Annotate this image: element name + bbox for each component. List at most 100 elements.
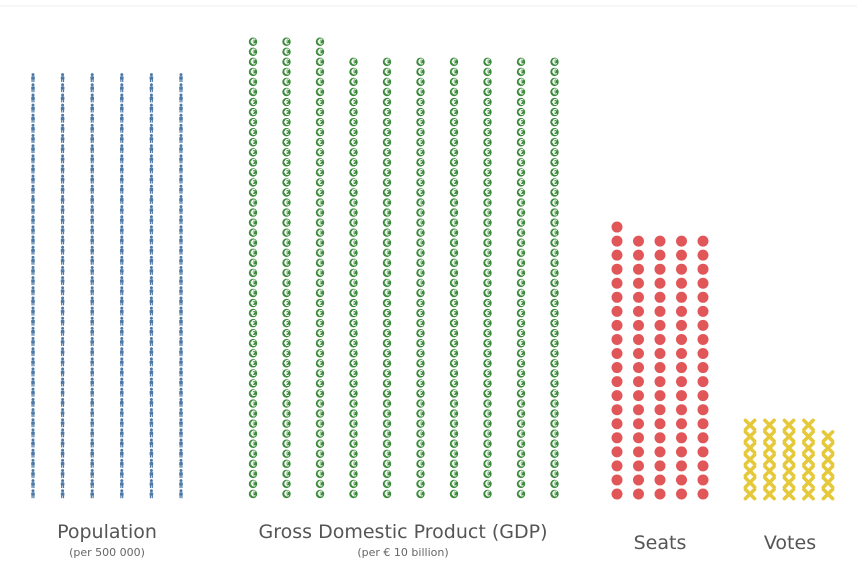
icon-column (120, 73, 124, 499)
svg-text:€: € (518, 359, 524, 368)
cross-icon (782, 441, 796, 455)
cross-icon (763, 464, 776, 478)
euro-icon: € (382, 249, 392, 258)
dot-icon (697, 277, 709, 289)
euro-icon: € (449, 480, 459, 489)
euro-icon: € (449, 399, 459, 408)
svg-text:€: € (384, 369, 390, 378)
euro-icon: € (315, 198, 325, 207)
euro-icon: € (416, 148, 425, 157)
svg-text:€: € (484, 450, 490, 459)
euro-icon: € (416, 118, 425, 127)
svg-text:€: € (384, 228, 390, 237)
person-icon (60, 134, 65, 143)
person-icon (90, 438, 94, 448)
person-icon (179, 479, 183, 489)
person-icon (31, 73, 35, 83)
svg-text:€: € (484, 309, 490, 318)
euro-icon: € (516, 128, 526, 137)
svg-text:€: € (384, 379, 390, 388)
cross-icon (802, 487, 815, 501)
euro-icon: € (315, 269, 325, 278)
svg-text:€: € (283, 98, 289, 107)
svg-text:€: € (250, 249, 256, 258)
dot-icon (654, 432, 666, 444)
svg-text:€: € (484, 419, 490, 428)
person-icon (149, 205, 154, 214)
person-icon (60, 306, 65, 316)
svg-text:€: € (384, 279, 390, 288)
person-icon (149, 164, 154, 174)
euro-icon: € (483, 138, 492, 147)
svg-text:€: € (384, 168, 390, 177)
svg-text:€: € (551, 339, 557, 348)
euro-icon: € (416, 249, 425, 258)
euro-icon: € (416, 188, 425, 197)
cross-icon (782, 476, 796, 489)
svg-text:€: € (250, 379, 256, 388)
euro-icon: € (349, 228, 358, 237)
euro-icon: € (349, 349, 358, 358)
dot-icon (654, 460, 666, 472)
euro-icon: € (416, 88, 425, 97)
dot-icon (611, 263, 623, 275)
svg-text:€: € (384, 299, 390, 308)
svg-text:€: € (283, 460, 289, 469)
cross-icon (743, 418, 757, 432)
svg-text:€: € (250, 389, 256, 398)
person-icon (31, 134, 35, 143)
euro-icon: € (550, 389, 559, 398)
dot-icon (697, 446, 709, 458)
euro-icon: € (416, 178, 425, 187)
svg-text:€: € (451, 259, 457, 268)
dot-icon (654, 488, 666, 500)
euro-icon: € (483, 309, 492, 318)
dot-icon (654, 418, 666, 430)
dot-icon (676, 404, 687, 416)
svg-text:€: € (417, 148, 423, 157)
svg-text:€: € (283, 249, 289, 258)
euro-icon: € (416, 349, 425, 358)
person-icon (149, 154, 154, 164)
euro-icon: € (550, 439, 559, 448)
svg-text:€: € (317, 289, 323, 298)
person-icon (120, 337, 124, 346)
dot-icon (654, 277, 666, 289)
person-icon (120, 194, 124, 204)
euro-icon: € (382, 450, 392, 459)
euro-icon: € (550, 188, 559, 197)
svg-text:€: € (518, 249, 524, 258)
person-icon (31, 93, 35, 103)
person-icon (31, 438, 35, 448)
svg-text:€: € (317, 369, 323, 378)
cross-icon (763, 430, 776, 443)
person-icon (179, 458, 183, 468)
icon-column: €€€€€€€€€€€€€€€€€€€€€€€€€€€€€€€€€€€€€€€€… (516, 58, 526, 499)
svg-text:€: € (317, 490, 323, 499)
svg-text:€: € (317, 349, 323, 358)
svg-text:€: € (250, 148, 256, 157)
svg-text:€: € (384, 208, 390, 217)
dot-icon (633, 348, 644, 359)
euro-icon: € (282, 399, 291, 408)
euro-icon: € (449, 470, 459, 479)
svg-text:€: € (317, 37, 323, 46)
svg-text:€: € (551, 399, 557, 408)
euro-icon: € (315, 319, 325, 328)
euro-icon: € (349, 309, 358, 318)
euro-icon: € (416, 158, 425, 167)
person-icon (149, 438, 154, 448)
euro-icon: € (349, 188, 358, 197)
euro-icon: € (349, 399, 358, 408)
euro-icon: € (483, 329, 492, 338)
euro-icon: € (248, 238, 258, 247)
euro-icon: € (248, 279, 258, 288)
svg-text:€: € (417, 128, 423, 137)
dot-icon (676, 249, 687, 261)
cross-icon (821, 430, 835, 443)
svg-text:€: € (518, 98, 524, 107)
euro-icon: € (315, 108, 325, 117)
svg-text:€: € (350, 470, 356, 479)
person-icon (31, 489, 35, 499)
svg-text:€: € (551, 269, 557, 278)
